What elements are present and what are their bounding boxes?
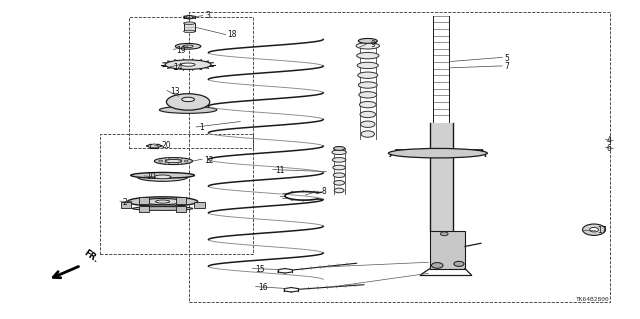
Ellipse shape: [333, 146, 345, 150]
Bar: [189, 12, 610, 302]
Ellipse shape: [359, 92, 377, 98]
Circle shape: [454, 261, 464, 266]
Bar: [139, 197, 149, 204]
Circle shape: [165, 163, 169, 165]
Circle shape: [589, 227, 598, 232]
Ellipse shape: [143, 198, 182, 205]
Text: 18: 18: [228, 30, 237, 39]
Ellipse shape: [333, 165, 346, 170]
Ellipse shape: [182, 97, 195, 102]
Text: 9: 9: [371, 40, 376, 48]
Text: 2: 2: [122, 198, 127, 207]
Text: 10: 10: [147, 172, 156, 182]
Bar: [176, 197, 186, 204]
Ellipse shape: [175, 43, 201, 49]
Circle shape: [178, 163, 182, 165]
Bar: [429, 123, 452, 231]
Circle shape: [184, 160, 188, 162]
Ellipse shape: [165, 60, 211, 69]
Text: 4: 4: [607, 136, 612, 145]
Ellipse shape: [358, 39, 377, 43]
Bar: [129, 17, 253, 148]
Text: FR.: FR.: [83, 249, 100, 265]
Ellipse shape: [154, 158, 193, 165]
Bar: [139, 206, 149, 212]
Ellipse shape: [334, 188, 344, 193]
Bar: [195, 202, 205, 208]
Circle shape: [165, 158, 169, 160]
Circle shape: [431, 263, 443, 268]
Ellipse shape: [131, 173, 195, 178]
Ellipse shape: [184, 22, 195, 25]
Ellipse shape: [132, 207, 193, 211]
Text: 7: 7: [505, 62, 509, 71]
Ellipse shape: [165, 160, 182, 163]
Text: 3: 3: [205, 11, 210, 20]
Text: 20: 20: [162, 141, 172, 150]
Text: 19: 19: [177, 46, 186, 55]
Ellipse shape: [159, 106, 217, 113]
Ellipse shape: [181, 63, 195, 66]
Circle shape: [159, 160, 163, 162]
Circle shape: [178, 158, 182, 160]
Ellipse shape: [358, 82, 377, 88]
Bar: [120, 202, 131, 208]
Ellipse shape: [360, 101, 376, 108]
Ellipse shape: [127, 197, 198, 206]
Ellipse shape: [388, 148, 487, 158]
Ellipse shape: [156, 200, 170, 203]
Text: 1: 1: [199, 123, 204, 132]
Bar: [100, 134, 253, 254]
Ellipse shape: [333, 181, 344, 185]
Text: TK64B2800: TK64B2800: [576, 297, 610, 302]
Text: 16: 16: [258, 283, 268, 292]
Bar: [176, 206, 186, 212]
Text: 6: 6: [607, 144, 612, 153]
Ellipse shape: [360, 111, 376, 118]
Text: 13: 13: [170, 87, 180, 96]
Bar: [430, 231, 465, 269]
Text: 5: 5: [505, 54, 509, 63]
Circle shape: [150, 144, 158, 148]
Text: 12: 12: [204, 156, 214, 165]
Ellipse shape: [154, 175, 171, 179]
Text: 14: 14: [173, 63, 183, 72]
Ellipse shape: [137, 173, 188, 181]
Ellipse shape: [333, 173, 345, 177]
Text: 11: 11: [275, 166, 285, 175]
Ellipse shape: [361, 131, 374, 137]
Ellipse shape: [184, 30, 195, 33]
Ellipse shape: [356, 52, 379, 59]
Text: 17: 17: [597, 226, 607, 235]
Text: 8: 8: [321, 187, 326, 196]
Circle shape: [582, 224, 605, 235]
Ellipse shape: [360, 121, 375, 127]
Ellipse shape: [358, 72, 378, 78]
Circle shape: [440, 232, 448, 236]
Ellipse shape: [183, 45, 193, 48]
Ellipse shape: [356, 43, 380, 49]
Bar: [184, 23, 195, 32]
Ellipse shape: [357, 62, 378, 69]
Ellipse shape: [166, 94, 210, 110]
Text: 15: 15: [255, 265, 264, 274]
Ellipse shape: [332, 150, 346, 154]
Ellipse shape: [332, 158, 346, 162]
